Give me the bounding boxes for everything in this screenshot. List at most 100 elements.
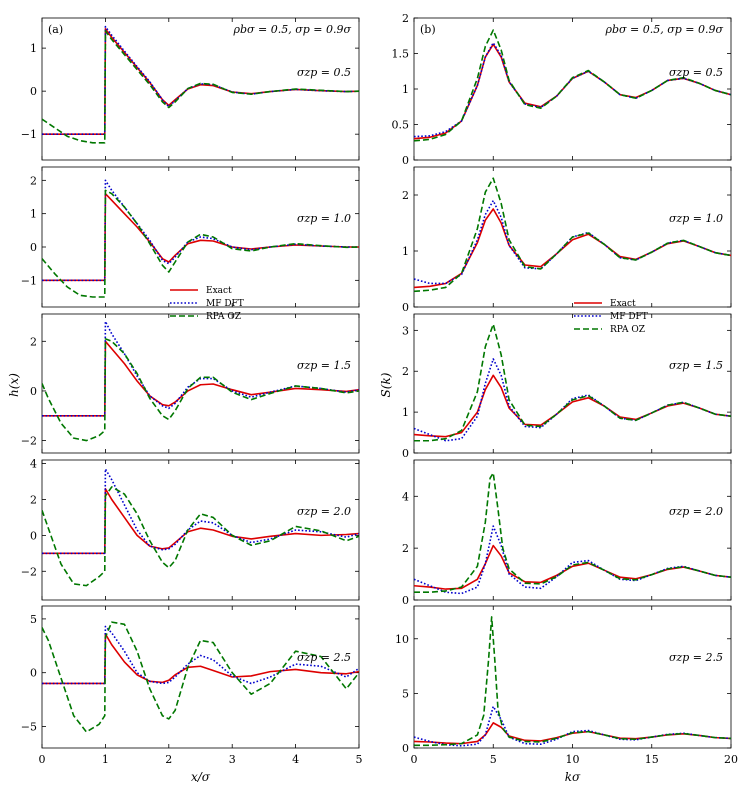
y-tick-label: 0 xyxy=(30,385,37,398)
subpanel-frame xyxy=(41,313,360,454)
params-label: ρbσ = 0.5, σp = 0.9σ xyxy=(233,23,352,36)
y-tick-label: 0 xyxy=(402,742,409,755)
y-tick-label: 0 xyxy=(30,529,37,542)
series-line-mf-dft xyxy=(42,320,359,417)
legend-entry: Exact xyxy=(206,286,232,296)
series-line-rpa-oz xyxy=(42,189,359,298)
legend-entry: RPA OZ xyxy=(610,325,645,335)
series-line-mf-dft xyxy=(414,705,731,747)
y-tick-label: 1 xyxy=(30,208,37,221)
x-tick-label: 20 xyxy=(724,753,738,766)
y-tick-label: 2 xyxy=(402,189,409,202)
y-tick-label: −5 xyxy=(21,720,37,733)
y-axis-label: S(k) xyxy=(379,372,393,397)
subpanel-frame xyxy=(41,17,360,161)
subpanel-annotation: σzp = 1.5 xyxy=(297,359,351,372)
subpanel-annotation: σzp = 2.0 xyxy=(669,505,723,518)
y-tick-label: 4 xyxy=(402,490,409,503)
x-tick-label: 5 xyxy=(490,753,497,766)
subpanel-annotation: σzp = 2.5 xyxy=(297,651,351,664)
legend-entry: Exact xyxy=(610,299,636,309)
legend-entry: RPA OZ xyxy=(206,312,241,322)
series-line-mf-dft xyxy=(414,42,731,138)
series-line-mf-dft xyxy=(42,179,359,282)
y-tick-label: −1 xyxy=(21,274,37,287)
subpanel-frame xyxy=(413,459,732,601)
x-tick-label: 2 xyxy=(165,753,172,766)
panel-0-sub-4: −5 0 5 0 1 2 3 4 5 σzp = 2.5 xyxy=(21,605,363,766)
x-tick-label: 0 xyxy=(411,753,418,766)
legend-entry: MF DFT xyxy=(206,299,244,309)
y-tick-label: 1.5 xyxy=(392,48,410,61)
x-tick-label: 3 xyxy=(229,753,236,766)
x-axis-label: x/σ xyxy=(191,770,211,784)
panel-0-sub-0: −1 0 1 σzp = 0.5 (a) ρbσ = 0.5, σp = 0.9σ xyxy=(21,17,360,161)
subpanel-annotation: σzp = 1.0 xyxy=(669,212,723,225)
series-line-rpa-oz xyxy=(414,177,731,293)
y-tick-label: 3 xyxy=(402,324,409,337)
series-line-mf-dft xyxy=(414,358,731,442)
y-tick-label: 2 xyxy=(30,174,37,187)
panel-1-sub-3: 0 2 4 σzp = 2.0 xyxy=(402,459,732,607)
x-tick-label: 15 xyxy=(645,753,659,766)
x-tick-label: 5 xyxy=(356,753,363,766)
y-tick-label: 1 xyxy=(402,406,409,419)
series-line-mf-dft xyxy=(42,625,359,685)
panel-1-sub-4: 0 5 10 0 5 10 15 20 σzp = 2.5 xyxy=(395,605,738,766)
series-line-exact xyxy=(42,27,359,135)
series-line-rpa-oz xyxy=(414,29,731,142)
subpanel-annotation: σzp = 2.5 xyxy=(669,651,723,664)
subpanel-frame xyxy=(41,166,360,308)
y-tick-label: −1 xyxy=(21,128,37,141)
subpanel-annotation: σzp = 1.0 xyxy=(297,212,351,225)
y-tick-label: 2 xyxy=(402,542,409,555)
y-tick-label: 0 xyxy=(30,241,37,254)
series-line-rpa-oz xyxy=(414,616,731,747)
y-tick-label: 0 xyxy=(402,594,409,607)
params-label: ρbσ = 0.5, σp = 0.9σ xyxy=(605,23,724,36)
y-tick-label: 0 xyxy=(30,667,37,680)
series-line-exact xyxy=(42,487,359,555)
panel-0-sub-3: −2 0 2 4 σzp = 2.0 xyxy=(21,458,360,601)
subpanel-annotation: σzp = 0.5 xyxy=(297,66,351,79)
y-axis-label: h(x) xyxy=(7,373,21,397)
series-line-exact xyxy=(414,544,731,590)
subpanel-frame xyxy=(413,17,732,161)
y-tick-label: 0 xyxy=(402,301,409,314)
y-tick-label: 2 xyxy=(402,365,409,378)
x-axis-label: kσ xyxy=(565,770,581,784)
legend-entry: MF DFT xyxy=(610,312,648,322)
panel-label: (a) xyxy=(48,23,63,36)
y-tick-label: 0 xyxy=(30,85,37,98)
y-tick-label: 0 xyxy=(402,447,409,460)
panel-label: (b) xyxy=(420,23,436,36)
series-line-rpa-oz xyxy=(42,621,359,733)
series-line-mf-dft xyxy=(42,468,359,555)
y-tick-label: 2 xyxy=(30,335,37,348)
series-line-mf-dft xyxy=(414,525,731,595)
x-tick-label: 1 xyxy=(102,753,109,766)
y-tick-label: 1 xyxy=(30,42,37,55)
x-tick-label: 10 xyxy=(566,753,580,766)
panel-0-sub-1: −1 0 1 2 σzp = 1.0 Exact MF DFT RPA OZ xyxy=(21,166,360,322)
series-line-exact xyxy=(414,43,731,140)
panel-0-sub-2: −2 0 2 σzp = 1.5 xyxy=(21,313,360,454)
y-tick-label: 4 xyxy=(30,458,37,471)
x-tick-label: 4 xyxy=(292,753,299,766)
subpanel-frame xyxy=(41,605,360,749)
series-line-rpa-oz xyxy=(414,472,731,594)
panel-1-sub-1: 0 1 2 σzp = 1.0 Exact MF DFT RPA OZ xyxy=(402,166,732,335)
series-line-mf-dft xyxy=(414,199,731,285)
y-tick-label: 0.5 xyxy=(392,119,410,132)
y-tick-label: 1 xyxy=(402,245,409,258)
series-line-rpa-oz xyxy=(42,30,359,144)
x-tick-label: 0 xyxy=(39,753,46,766)
subpanel-frame xyxy=(41,459,360,601)
panel-1-sub-0: 0 0.5 1 1.5 2 σzp = 0.5 (b) ρbσ = 0.5, σp = 0.9… xyxy=(392,12,732,167)
series-line-rpa-oz xyxy=(42,486,359,587)
y-tick-label: −2 xyxy=(21,435,37,448)
y-tick-label: 1 xyxy=(402,83,409,96)
subpanel-frame xyxy=(413,605,732,749)
series-line-exact xyxy=(414,374,731,438)
